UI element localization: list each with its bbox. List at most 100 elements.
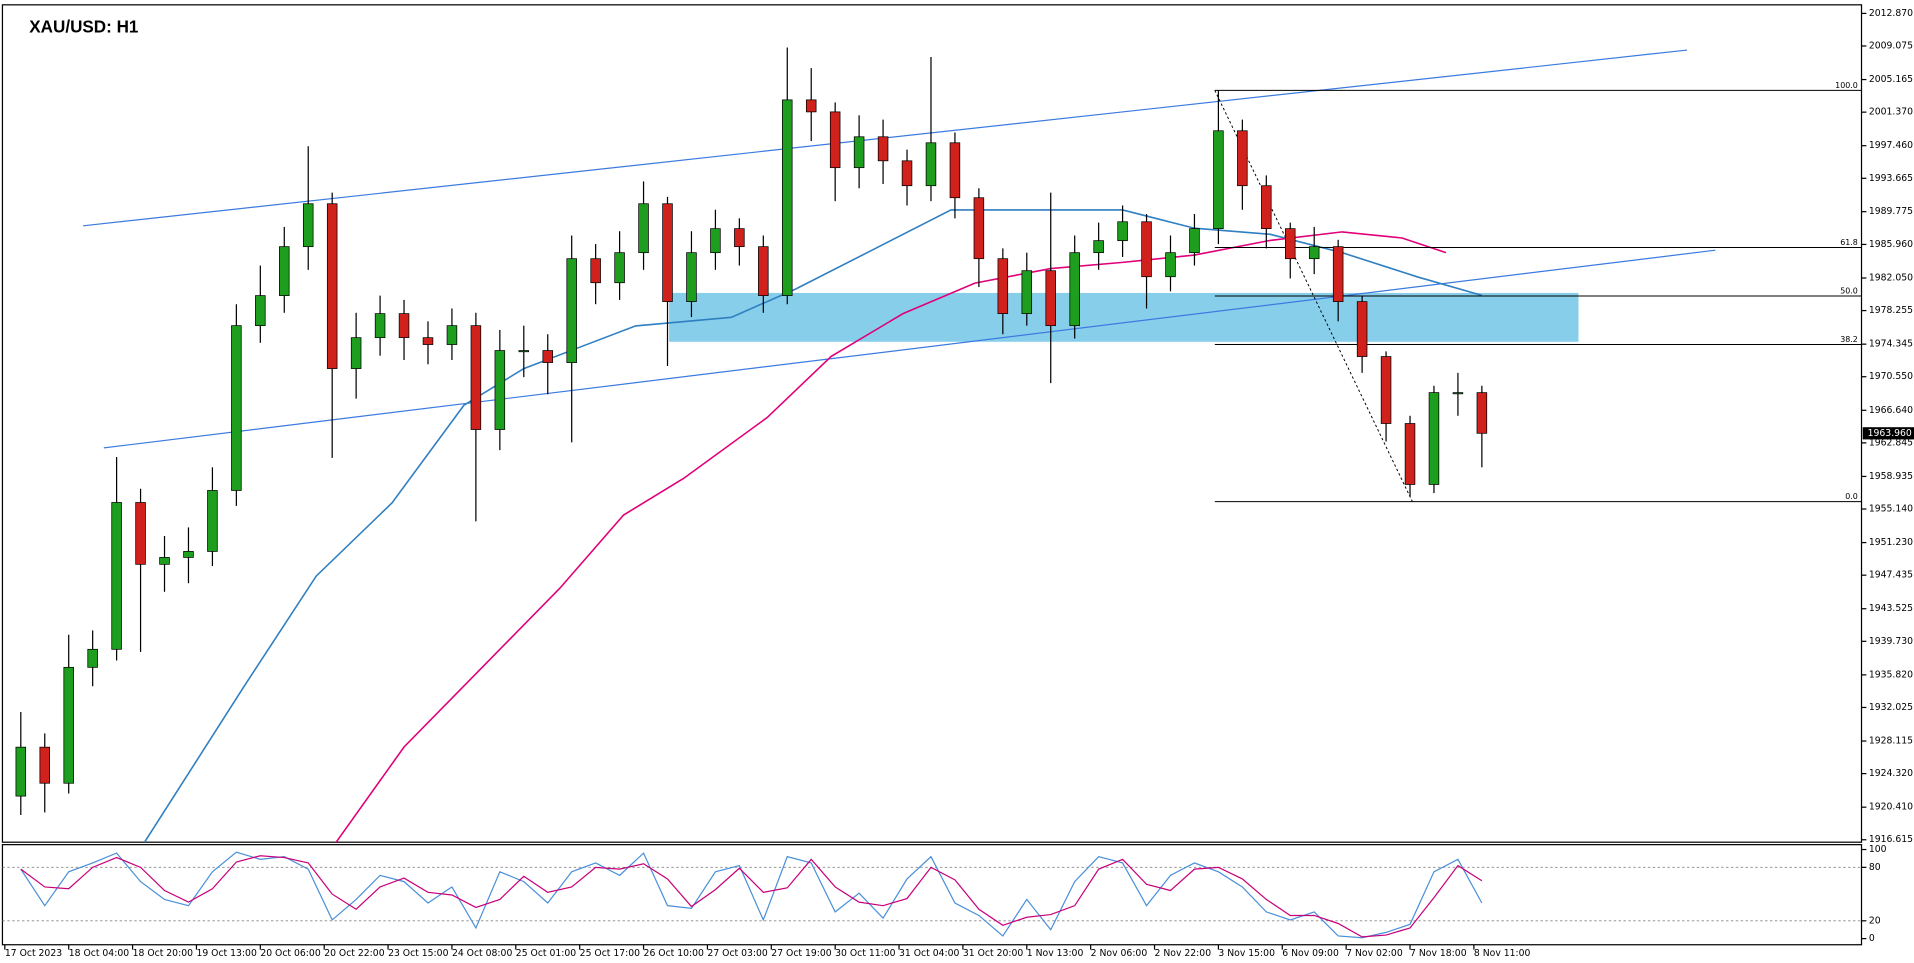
candle-body <box>1117 221 1128 242</box>
candle-body <box>1285 228 1296 260</box>
candle-body <box>398 313 410 339</box>
y-tick-label: 1985.960 <box>1869 239 1913 250</box>
candle-body <box>1069 252 1080 327</box>
candle-body <box>686 252 697 302</box>
x-tick-label: 31 Oct 04:00 <box>899 948 960 959</box>
y-tick-label: 1993.665 <box>1869 173 1913 184</box>
candle-body <box>87 648 98 668</box>
candle-body <box>614 252 625 284</box>
candle-body <box>853 136 865 169</box>
candle-body <box>734 228 745 248</box>
candle-body <box>15 746 27 797</box>
y-tick-label: 1978.255 <box>1869 305 1913 316</box>
candle-body <box>279 246 290 296</box>
x-tick-label: 20 Oct 22:00 <box>324 948 385 959</box>
y-tick-label: 1943.525 <box>1869 603 1913 614</box>
candle-body <box>1356 301 1368 357</box>
candle-body <box>925 142 937 187</box>
x-tick-label: 24 Oct 08:00 <box>452 948 513 959</box>
candle-body <box>135 502 146 565</box>
last-price-tag <box>1862 427 1914 440</box>
last-price-label: 1963.960 <box>1868 428 1912 439</box>
candle-body <box>494 350 506 430</box>
x-tick-label: 27 Oct 03:00 <box>707 948 768 959</box>
oscillator-tick-label: 100 <box>1869 844 1887 855</box>
candle-body <box>973 197 985 260</box>
y-tick-label: 1920.410 <box>1869 802 1913 813</box>
y-tick-label: 1989.775 <box>1869 206 1913 217</box>
x-tick-label: 8 Nov 11:00 <box>1474 948 1531 959</box>
x-tick-label: 2 Nov 22:00 <box>1155 948 1212 959</box>
candle-body <box>1332 246 1344 302</box>
candle-body <box>183 551 194 558</box>
candle-body <box>590 258 601 284</box>
y-tick-label: 1970.550 <box>1869 371 1913 382</box>
candle-body <box>1213 130 1224 230</box>
y-tick-label: 1962.845 <box>1869 437 1913 448</box>
x-tick-label: 7 Nov 02:00 <box>1346 948 1403 959</box>
candle-body <box>710 228 721 254</box>
chart-title: XAU/USD: H1 <box>29 18 139 37</box>
x-tick-label: 7 Nov 18:00 <box>1410 948 1467 959</box>
x-tick-label: 3 Nov 15:00 <box>1218 948 1275 959</box>
y-tick-label: 1939.730 <box>1869 636 1913 647</box>
candle-body <box>542 350 553 363</box>
candle-body <box>1237 130 1248 187</box>
x-tick-label: 1 Nov 13:00 <box>1027 948 1084 959</box>
y-tick-label: 2005.165 <box>1869 74 1913 85</box>
candle-body <box>1308 246 1320 260</box>
candle-body <box>111 502 122 650</box>
y-tick-label: 2012.870 <box>1869 8 1913 19</box>
x-tick-label: 25 Oct 17:00 <box>580 948 641 959</box>
candle-body <box>326 203 338 369</box>
x-tick-label: 23 Oct 15:00 <box>388 948 449 959</box>
oscillator-line <box>20 855 1483 938</box>
y-tick-label: 1916.615 <box>1869 834 1913 845</box>
x-tick-label: 26 Oct 10:00 <box>644 948 705 959</box>
y-tick-label: 1935.820 <box>1869 669 1913 680</box>
fib-level-label: 0.0 <box>1845 492 1858 501</box>
trendline <box>103 249 1716 449</box>
candle-body <box>662 203 673 302</box>
fib-level-label: 100.0 <box>1835 81 1858 90</box>
price-pane <box>1 4 1863 843</box>
x-tick-label: 18 Oct 20:00 <box>133 948 194 959</box>
y-tick-label: 2001.370 <box>1869 107 1913 118</box>
candle-body <box>1045 270 1056 327</box>
candle-body <box>758 246 769 296</box>
x-tick-label: 27 Oct 19:00 <box>771 948 832 959</box>
plot-layer: 2012.870 2009.075 2005.165 2001.370 1997.460… <box>2 8 1914 959</box>
candle-body <box>1021 270 1033 314</box>
candle-body <box>446 325 458 345</box>
oscillator-tick-label: 80 <box>1869 862 1881 873</box>
candle-body <box>1380 356 1392 424</box>
x-tick-label: 2 Nov 06:00 <box>1091 948 1148 959</box>
candle-body <box>159 557 170 565</box>
y-tick-label: 1932.025 <box>1869 702 1913 713</box>
candle-body <box>207 490 218 552</box>
candle-body <box>1093 240 1104 254</box>
x-tick-label: 30 Oct 11:00 <box>835 948 896 959</box>
y-tick-label: 1958.935 <box>1869 471 1913 482</box>
candle-body <box>422 337 434 345</box>
candle-body <box>1428 392 1440 485</box>
candle-body <box>1452 392 1464 395</box>
x-tick-label: 6 Nov 09:00 <box>1282 948 1339 959</box>
y-tick-label: 1982.050 <box>1869 273 1913 284</box>
candle-body <box>39 746 51 784</box>
oscillator-tick-label: 0 <box>1869 933 1875 944</box>
y-tick-label: 1928.115 <box>1869 736 1913 747</box>
candle-body <box>470 325 482 430</box>
candle-body <box>302 203 314 248</box>
candle-body <box>231 325 242 491</box>
fib-level-label: 50.0 <box>1840 287 1858 296</box>
candle-body <box>1404 423 1416 485</box>
moving-average <box>143 209 1483 843</box>
candle-body <box>518 350 530 353</box>
candle-body <box>374 313 386 339</box>
y-tick-label: 1951.230 <box>1869 537 1913 548</box>
candle-body <box>63 666 74 784</box>
candle-body <box>901 160 913 187</box>
candle-body <box>805 99 817 113</box>
